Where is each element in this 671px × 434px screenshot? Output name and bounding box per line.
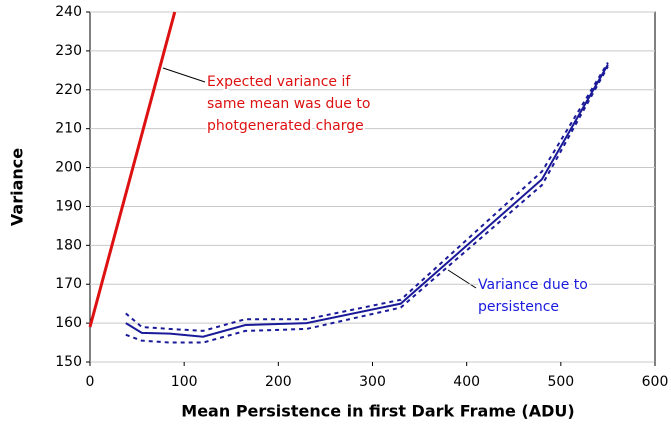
- y-tick-label: 200: [55, 160, 82, 176]
- annotation: Expected variance if: [207, 74, 351, 90]
- y-tick-label: 170: [55, 276, 82, 292]
- y-tick-label: 160: [55, 315, 82, 331]
- x-tick-label: 100: [171, 374, 198, 390]
- x-tick-label: 400: [453, 374, 480, 390]
- y-tick-label: 240: [55, 4, 82, 20]
- y-tick-label: 220: [55, 82, 82, 98]
- data-line: [125, 64, 609, 338]
- y-tick-label: 190: [55, 198, 82, 214]
- y-tick-label: 230: [55, 43, 82, 59]
- leader-line: [162, 67, 206, 83]
- y-axis-label: Variance: [8, 148, 27, 226]
- x-tick-label: 300: [359, 374, 386, 390]
- annotation: same mean was due to: [207, 96, 370, 112]
- data-line: [125, 65, 609, 344]
- annotation: Variance due to: [478, 277, 588, 293]
- x-tick-label: 500: [547, 374, 574, 390]
- leader-line: [447, 269, 477, 289]
- data-line: [125, 62, 609, 332]
- x-tick-label: 0: [86, 374, 95, 390]
- annotation: persistence: [478, 299, 559, 315]
- x-tick-label: 600: [642, 374, 669, 390]
- x-tick-label: 200: [265, 374, 292, 390]
- annotation: photgenerated charge: [207, 118, 364, 134]
- x-axis-label: Mean Persistence in first Dark Frame (AD…: [181, 402, 574, 421]
- y-tick-label: 150: [55, 354, 82, 370]
- y-tick-label: 210: [55, 121, 82, 137]
- data-line: [88, 11, 177, 328]
- y-tick-label: 180: [55, 237, 82, 253]
